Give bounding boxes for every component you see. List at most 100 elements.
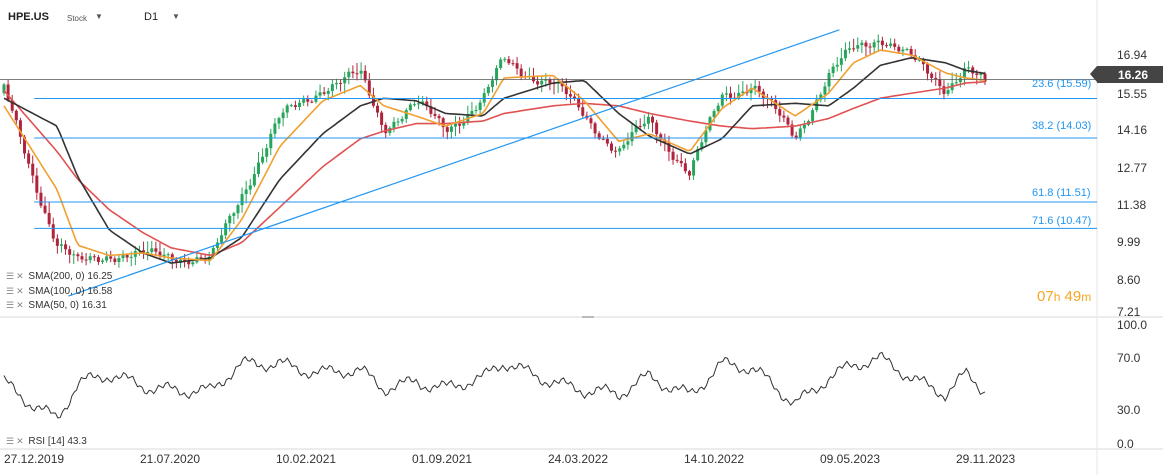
candle-down — [43, 205, 47, 213]
menu-icon[interactable]: ☰ — [6, 286, 15, 296]
fib-label: 71.6 (10.47) — [1032, 215, 1092, 227]
candle-up — [129, 256, 133, 258]
candle-up — [954, 82, 958, 84]
candle-down — [158, 251, 162, 257]
rsi-tick: 70.0 — [1117, 351, 1141, 365]
candle-up — [146, 251, 150, 254]
candle-up — [962, 68, 966, 79]
candle-down — [322, 92, 326, 94]
candle-down — [92, 256, 96, 258]
candle-down — [971, 67, 975, 74]
candle-up — [819, 94, 823, 100]
candle-up — [716, 105, 720, 112]
candle-down — [47, 212, 51, 225]
rsi-tick: 30.0 — [1117, 403, 1141, 417]
candle-up — [326, 91, 330, 94]
candle-down — [864, 42, 868, 47]
candle-down — [125, 254, 129, 258]
candle-up — [843, 49, 847, 59]
candle-down — [429, 106, 433, 114]
candle-up — [256, 162, 260, 175]
candle-down — [458, 123, 462, 126]
candle-up — [273, 123, 277, 134]
candle-down — [339, 82, 343, 84]
candle-down — [515, 63, 519, 69]
candle-up — [901, 49, 905, 52]
legend-sma50[interactable]: ☰ ✕ SMA(50, 0) 16.31 — [6, 300, 107, 311]
timeframe-selector[interactable]: D1 — [144, 11, 159, 23]
symbol-dropdown-icon[interactable]: ▼ — [95, 12, 103, 21]
menu-icon[interactable]: ☰ — [6, 300, 15, 310]
candle-up — [421, 101, 425, 104]
candle-up — [544, 79, 548, 81]
candle-up — [626, 141, 630, 145]
candle-down — [84, 259, 88, 261]
candle-down — [519, 68, 523, 77]
legend-sma100[interactable]: ☰ ✕ SMA(100, 0) 16.58 — [6, 286, 112, 297]
candle-down — [355, 73, 359, 75]
candle-up — [150, 248, 154, 252]
close-icon[interactable]: ✕ — [16, 271, 24, 281]
sma100-line — [3, 56, 986, 264]
close-icon[interactable]: ✕ — [16, 436, 24, 446]
candle-up — [700, 142, 704, 150]
candle-down — [679, 160, 683, 164]
candle-down — [384, 124, 388, 134]
rsi-line — [3, 351, 986, 419]
fib-layer — [0, 29, 1097, 297]
candle-down — [593, 123, 597, 134]
rsi-layer — [3, 351, 986, 419]
price-tick: 12.77 — [1117, 161, 1148, 175]
candle-down — [564, 86, 568, 95]
candle-down — [68, 249, 72, 255]
candle-down — [536, 81, 540, 85]
candle-down — [306, 99, 310, 102]
candle-up — [798, 128, 802, 138]
candle-down — [614, 150, 618, 152]
candle-down — [778, 109, 782, 116]
candle-down — [687, 171, 691, 176]
candle-up — [248, 185, 252, 190]
candle-up — [499, 59, 503, 69]
menu-icon[interactable]: ☰ — [6, 271, 15, 281]
menu-icon[interactable]: ☰ — [6, 436, 15, 446]
candle-up — [252, 174, 256, 186]
candle-up — [211, 247, 215, 257]
trendline — [68, 29, 840, 297]
candle-down — [14, 110, 18, 121]
candle-up — [831, 66, 835, 74]
symbol-label[interactable]: HPE.US — [8, 11, 49, 23]
candle-up — [392, 121, 396, 128]
candle-down — [363, 70, 367, 81]
date-tick: 27.12.2019 — [4, 452, 65, 466]
candle-down — [589, 118, 593, 124]
legend-rsi[interactable]: ☰ ✕ RSI [14] 43.3 — [6, 436, 87, 447]
candle-down — [782, 115, 786, 118]
candle-down — [109, 256, 113, 259]
candle-down — [786, 117, 790, 125]
candle-down — [31, 163, 35, 176]
candle-down — [757, 85, 761, 92]
candle-down — [926, 64, 930, 74]
candle-down — [170, 254, 174, 260]
price-tick: 7.21 — [1117, 305, 1141, 319]
candle-up — [121, 254, 125, 259]
candle-up — [232, 213, 236, 216]
candle-down — [6, 84, 10, 101]
candle-up — [478, 102, 482, 110]
close-icon[interactable]: ✕ — [16, 300, 24, 310]
candle-down — [18, 120, 22, 137]
timeframe-dropdown-icon[interactable]: ▼ — [172, 12, 180, 21]
candle-up — [848, 48, 852, 50]
candle-down — [880, 40, 884, 46]
candle-up — [823, 86, 827, 95]
legend-sma200[interactable]: ☰ ✕ SMA(200, 0) 16.25 — [6, 271, 112, 282]
close-icon[interactable]: ✕ — [16, 286, 24, 296]
candle-up — [2, 84, 6, 94]
candle-up — [720, 94, 724, 106]
candle-down — [183, 259, 187, 261]
candle-down — [729, 93, 733, 98]
candle-down — [39, 192, 43, 206]
